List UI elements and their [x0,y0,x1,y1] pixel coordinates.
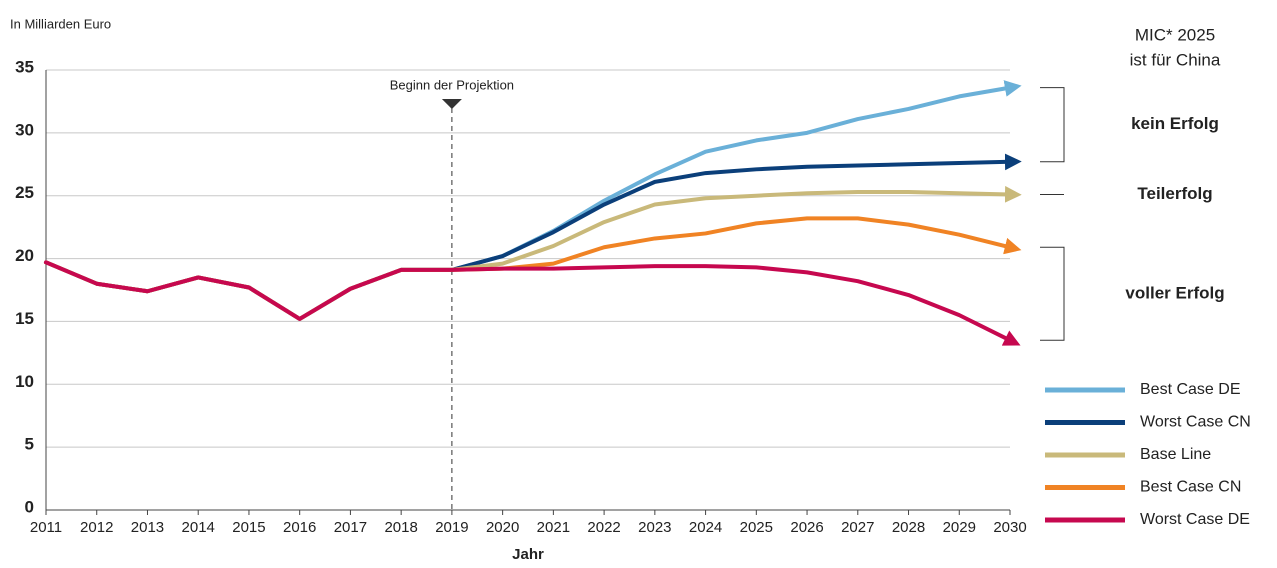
legend-label: Base Line [1140,446,1211,463]
x-tick-label: 2015 [232,519,265,536]
x-tick-label: 2014 [182,519,215,536]
legend-label: Worst Case CN [1140,414,1251,431]
y-tick-label: 10 [15,372,34,391]
x-tick-label: 2012 [80,519,113,536]
x-tick-label: 2011 [30,519,62,536]
x-tick-label: 2018 [384,519,417,536]
legend-label: Worst Case DE [1140,511,1250,528]
bracket [1040,246,1065,341]
series-line [44,153,1022,321]
unit-label: In Milliarden Euro [10,16,111,31]
y-tick-label: 15 [15,309,34,328]
x-tick-label: 2028 [892,519,925,536]
x-tick-label: 2019 [435,519,468,536]
x-tick-label: 2026 [790,519,823,536]
legend-label: Best Case CN [1140,479,1241,496]
y-tick-label: 20 [15,246,34,265]
series-line [44,185,1022,321]
x-tick-label: 2021 [537,519,570,536]
x-tick-label: 2016 [283,519,316,536]
x-tick-label: 2024 [689,519,722,536]
x-tick-label: 2023 [638,519,671,536]
x-tick-label: 2027 [841,519,874,536]
y-tick-label: 35 [15,57,34,76]
outcome-label: Teilerfolg [1137,184,1212,203]
y-tick-label: 25 [15,183,34,202]
outcome-label: kein Erfolg [1131,114,1219,133]
y-tick-label: 0 [25,497,34,516]
series-line [44,260,1021,346]
x-tick-label: 2030 [993,519,1026,536]
x-tick-label: 2022 [587,519,620,536]
x-tick-label: 2029 [943,519,976,536]
legend-label: Best Case DE [1140,381,1240,398]
x-tick-label: 2025 [740,519,773,536]
side-title: MIC* 2025 [1135,25,1215,44]
x-tick-label: 2017 [334,519,367,536]
projection-marker [441,99,462,109]
outcome-label: voller Erfolg [1125,283,1224,302]
projection-label: Beginn der Projektion [390,77,514,92]
bracket [1040,87,1065,163]
y-tick-label: 5 [25,435,34,454]
y-tick-label: 30 [15,120,34,139]
x-axis-label: Jahr [512,546,544,563]
x-tick-label: 2020 [486,519,519,536]
side-title: ist für China [1130,50,1221,69]
x-tick-label: 2013 [131,519,164,536]
